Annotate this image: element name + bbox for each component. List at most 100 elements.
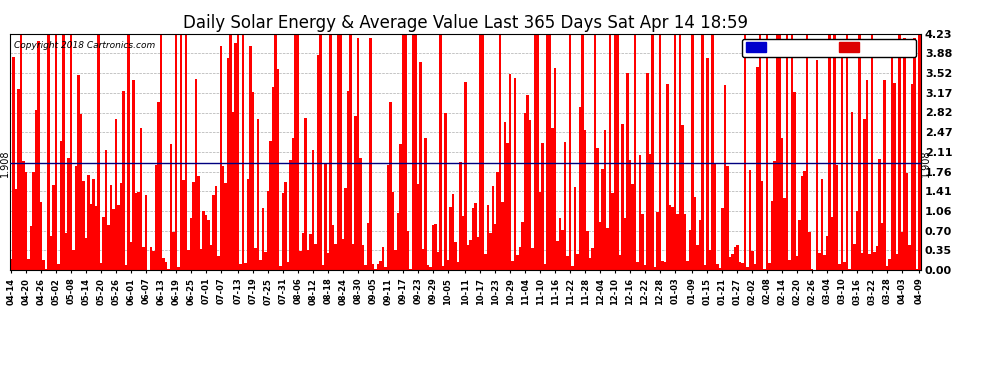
Bar [446,260,449,270]
Bar [653,267,656,270]
Bar [205,215,207,270]
Bar [673,34,676,270]
Bar [432,225,434,270]
Bar [67,158,69,270]
Bar [97,34,100,270]
Bar [222,166,225,270]
Bar [262,208,264,270]
Bar [402,34,404,270]
Bar [75,166,77,270]
Bar [509,74,512,270]
Bar [616,34,619,270]
Bar [622,124,624,270]
Bar [811,269,814,270]
Bar [417,184,419,270]
Bar [125,265,127,270]
Bar [544,264,546,270]
Bar [519,247,522,270]
Bar [69,34,72,270]
Bar [481,34,484,270]
Bar [220,46,222,270]
Bar [579,107,581,270]
Bar [392,192,394,270]
Bar [656,212,658,270]
Bar [601,169,604,270]
Bar [133,80,135,270]
Bar [848,269,850,270]
Bar [247,179,249,270]
Bar [898,34,901,270]
Bar [853,244,855,270]
Bar [873,252,876,270]
Bar [50,236,52,270]
Bar [15,189,18,270]
Bar [716,264,719,270]
Bar [122,91,125,270]
Bar [731,254,734,270]
Bar [599,222,601,270]
Bar [791,34,793,270]
Bar [249,46,251,270]
Bar [325,163,327,270]
Bar [13,57,15,270]
Bar [315,244,317,270]
Bar [424,138,427,270]
Bar [335,244,337,270]
Bar [816,60,819,270]
Bar [72,250,75,270]
Bar [299,251,302,270]
Bar [888,259,891,270]
Bar [714,164,716,270]
Bar [54,34,57,270]
Bar [845,34,848,270]
Bar [330,34,332,270]
Bar [179,34,182,270]
Bar [57,264,59,270]
Bar [164,262,167,270]
Bar [127,34,130,270]
Bar [359,158,361,270]
Bar [831,216,834,270]
Bar [135,193,138,270]
Bar [120,183,122,270]
Bar [576,254,579,270]
Bar [542,143,544,270]
Bar [901,232,903,270]
Bar [102,217,105,270]
Bar [48,34,50,270]
Text: 1.908: 1.908 [921,150,931,177]
Bar [798,220,801,270]
Bar [154,165,157,270]
Bar [474,203,476,270]
Bar [537,34,539,270]
Bar [23,161,25,270]
Bar [407,231,409,270]
Bar [517,255,519,270]
Bar [561,230,564,270]
Bar [251,92,254,270]
Bar [566,256,569,270]
Bar [553,69,556,270]
Bar [25,172,28,270]
Bar [371,264,374,270]
Bar [149,247,152,270]
Bar [719,267,721,270]
Bar [609,34,611,270]
Bar [768,263,771,270]
Bar [524,113,527,270]
Bar [548,34,551,270]
Bar [726,166,729,270]
Bar [20,34,23,270]
Bar [863,119,866,270]
Bar [639,155,642,270]
Bar [502,202,504,270]
Bar [913,38,916,270]
Bar [10,259,13,270]
Bar [399,144,402,270]
Bar [30,226,33,270]
Bar [269,141,272,270]
Bar [742,263,743,270]
Bar [307,250,309,270]
Bar [694,197,696,270]
Bar [918,34,921,270]
